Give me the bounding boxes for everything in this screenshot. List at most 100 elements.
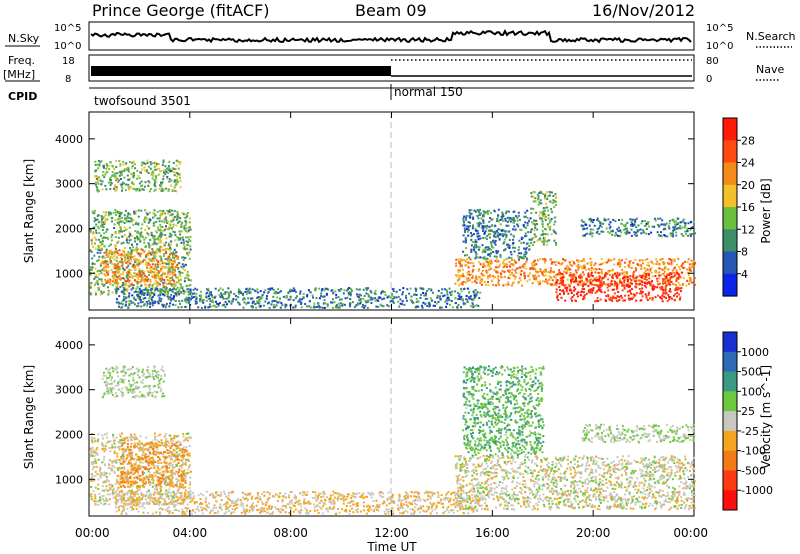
power-cell [172,161,175,164]
power-cell [102,226,105,229]
power-cell [173,186,176,189]
power-cell [194,287,197,290]
velocity-cell [113,450,116,453]
power-cell [133,303,136,306]
power-cell [551,279,554,282]
power-cell [508,271,511,274]
power-cell [137,271,140,274]
power-cell [673,221,676,224]
power-cell [671,283,674,286]
power-cell [147,284,150,287]
power-cell [146,170,149,173]
velocity-cell [104,433,106,436]
power-cell [649,268,652,271]
power-cell [161,276,163,279]
power-cell [536,271,539,274]
power-cell [678,298,681,301]
power-cell [93,220,96,223]
power-cell [145,289,148,292]
power-cell [590,288,593,291]
power-cell [508,256,511,259]
power-cell [146,302,149,305]
power-cell [664,235,667,238]
power-cell [153,182,156,185]
power-cell [275,292,278,295]
power-cell [141,168,144,171]
power-cell [225,297,228,300]
power-cell [95,238,98,241]
power-cell [683,226,686,229]
power-cell [510,259,513,261]
freq-strip-frame [88,54,695,82]
power-cell [505,236,508,239]
power-cell [590,269,593,272]
power-cell [519,228,522,231]
power-cell [493,269,496,272]
power-cell [102,291,105,293]
power-cell [138,182,141,185]
power-cell [574,279,577,281]
power-cell [593,277,596,280]
velocity-cell [136,497,139,500]
power-cell [482,219,485,222]
power-cell [177,306,180,309]
power-cell [306,295,309,298]
power-cell [149,252,151,255]
velocity-cell [90,453,93,456]
power-cell [617,234,620,237]
power-cell [106,171,109,174]
power-cell [149,303,152,306]
power-cell [174,184,177,187]
power-cell [532,274,534,277]
power-cell [590,220,593,223]
power-cell [504,283,507,286]
power-cell [146,162,149,164]
power-cell [674,288,677,290]
power-cell [432,304,435,307]
power-cell [146,269,149,272]
power-cell [663,234,666,236]
power-cell [317,303,320,306]
power-cell [162,188,165,191]
power-cell [490,252,493,255]
power-cell [169,302,172,305]
velocity-cell [90,473,93,476]
power-cell [665,222,668,225]
power-cell [188,221,191,224]
power-cell [624,223,627,226]
power-cell [243,297,246,300]
power-cell [664,267,666,270]
velocity-cell [117,486,120,489]
power-cell [180,223,183,226]
power-cell [151,270,153,273]
velocity-cell [99,474,102,477]
power-cell [576,283,579,286]
power-cell [318,297,321,300]
power-cell [123,269,126,272]
velocity-cell [152,492,155,495]
power-cell [494,239,497,242]
power-cell [512,274,515,277]
power-cell [143,304,145,307]
power-cell [604,271,607,274]
power-cell [607,259,610,262]
power-cell [206,291,208,294]
power-cell [669,283,672,286]
power-cell [355,304,358,307]
power-cell [130,253,133,256]
power-cell [96,218,99,221]
power-cell [183,280,186,283]
power-cell [649,283,652,286]
power-cell [126,255,129,257]
power-cell [574,274,577,277]
power-cell [673,271,675,274]
power-cell [614,234,616,237]
power-cell [111,291,114,294]
power-cell [284,306,287,309]
power-cell [542,212,545,215]
power-cell [462,281,465,283]
power-cell [114,236,117,238]
power-cell [469,221,471,224]
power-cell [232,298,235,300]
power-cell [692,260,695,263]
